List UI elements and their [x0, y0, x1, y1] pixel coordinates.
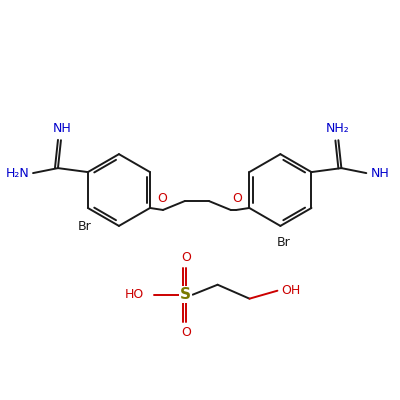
Text: O: O [181, 251, 191, 264]
Text: Br: Br [78, 220, 92, 233]
Text: NH: NH [370, 166, 389, 180]
Text: H₂N: H₂N [5, 166, 29, 180]
Text: NH₂: NH₂ [326, 122, 349, 135]
Text: O: O [232, 192, 242, 205]
Text: NH: NH [52, 122, 71, 135]
Text: S: S [180, 287, 191, 302]
Text: O: O [157, 192, 167, 205]
Text: HO: HO [125, 288, 144, 301]
Text: O: O [181, 326, 191, 338]
Text: OH: OH [281, 284, 301, 297]
Text: Br: Br [276, 236, 290, 249]
